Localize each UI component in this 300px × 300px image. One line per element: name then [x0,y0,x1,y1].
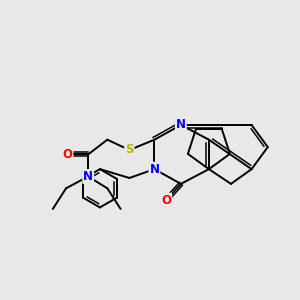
Text: N: N [83,170,93,183]
Text: O: O [161,194,171,207]
Text: S: S [125,143,134,157]
Text: N: N [149,163,159,176]
Text: N: N [176,118,186,131]
Text: O: O [63,148,73,161]
